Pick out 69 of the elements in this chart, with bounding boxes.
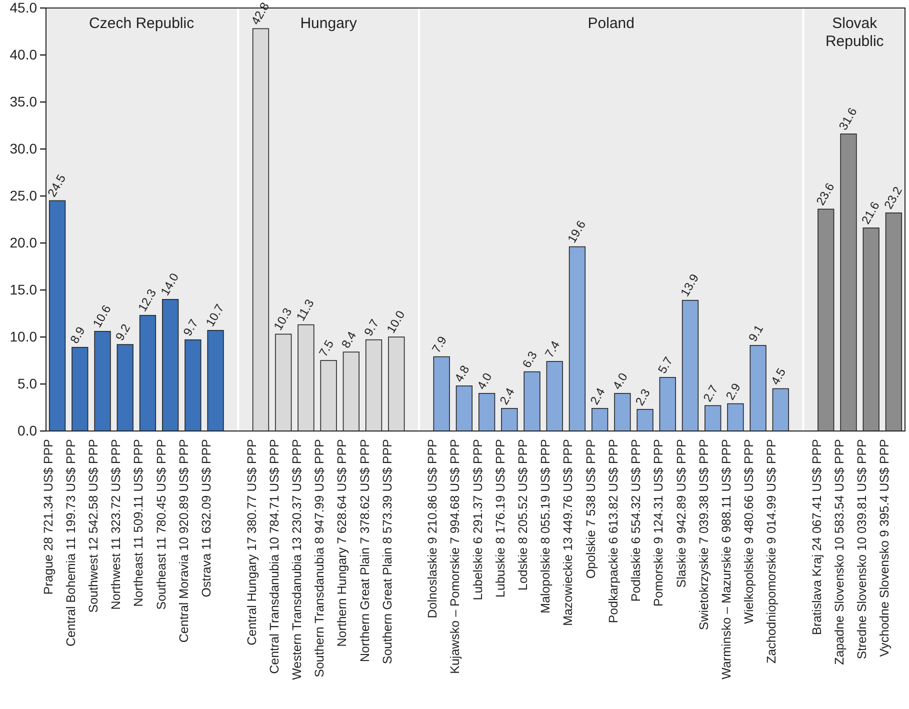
- x-tick-label: Lubuskie 8 176.19 US$ PPP: [493, 439, 508, 598]
- x-tick-label: Lubelskie 6 291.37 US$ PPP: [470, 439, 485, 600]
- data-label: 9.2: [112, 321, 134, 344]
- x-tick-label: Zachodniopomorskie 9 014.99 US$ PPP: [764, 439, 779, 664]
- data-label: 4.8: [452, 362, 472, 384]
- x-tick-label: Ostrava 11 632.09 US$ PPP: [200, 439, 214, 598]
- x-tick-label: Podkarpackie 6 613.82 US$ PPP: [606, 439, 620, 624]
- data-label: 2.4: [496, 385, 518, 407]
- data-label: 9.1: [746, 322, 766, 344]
- x-tick-label: Swietokrzyskie 7 039.38 US$ PPP: [696, 439, 711, 630]
- data-label: 6.3: [519, 348, 540, 370]
- x-tick-label: Central Moravia 10 920.89 US$ PPP: [176, 439, 191, 643]
- x-tick-label: Slaskie 9 942.89 US$ PPP: [674, 439, 688, 588]
- x-tick-label: Wielkopolskie 9 480.66 US$ PPP: [742, 439, 756, 624]
- x-tick-label: Prague 28 721.34 US$ PPP: [41, 439, 56, 595]
- x-tick-label: Mazowieckie 13 449.76 US$ PPP: [561, 439, 576, 626]
- data-label: 7.5: [316, 337, 337, 359]
- y-tick-label: 0.0: [18, 422, 38, 438]
- x-tick-label: Southern Great Plain 8 573.39 US$ PPP: [380, 439, 394, 664]
- x-tick-label: Central Bohemia 11 199.73 US$ PPP: [64, 439, 78, 647]
- x-tick-label: Kujawsko – Pomorskie 7 994.68 US$ PPP: [448, 439, 462, 674]
- x-tick-label: Malopolskie 8 055.19 US$ PPP: [538, 439, 553, 614]
- x-tick-label: Southwest 12 542.58 US$ PPP: [86, 439, 101, 613]
- x-tick-label: Warminsko – Mazurskie 6 988.11 US$ PPP: [719, 439, 734, 680]
- x-tick-label: Northern Great Plain 7 378.62 US$ PPP: [358, 439, 372, 662]
- x-tick-label: Southern Transdanubia 8 947.99 US$ PPP: [312, 439, 327, 678]
- y-tick-label: 40.0: [10, 46, 38, 62]
- y-tick-label: 5.0: [18, 375, 38, 392]
- y-tick-label: 25.0: [10, 187, 38, 204]
- x-tick-label: Pomorskie 9 124.31 US$ PPP: [652, 439, 666, 606]
- data-label: 4.0: [474, 370, 495, 392]
- x-tick-label: Northeast 11 509.11 US$ PPP: [132, 439, 146, 607]
- x-tick-label: Southeast 11 780.45 US$ PPP: [154, 439, 168, 610]
- y-tick-label: 15.0: [10, 281, 38, 298]
- x-tick-label: Stredne Slovensko 10 039.81 US$ PPP: [855, 439, 870, 660]
- x-tick-label: Zapadne Slovensko 10 583.54 US$ PPP: [832, 439, 846, 665]
- y-tick-label: 10.0: [10, 328, 38, 344]
- x-tick-label: Dolnoslaskie 9 210.86 US$ PPP: [426, 439, 440, 618]
- x-tick-label: Podlaskie 6 554.32 US$ PPP: [629, 439, 644, 602]
- x-tick-label: Northwest 11 323.72 US$ PPP: [109, 439, 124, 610]
- x-tick-label: Vychodne Slovensko 9 395.4 US$ PPP: [878, 439, 892, 657]
- x-tick-label: Northern Hungary 7 628.64 US$ PPP: [335, 439, 350, 647]
- data-label: 2.3: [632, 386, 654, 408]
- data-label: 2.7: [700, 382, 721, 404]
- data-label: 9.7: [180, 316, 202, 338]
- y-tick-label: 35.0: [10, 93, 38, 110]
- annotation: Czech Republic: [89, 15, 195, 32]
- data-label: 7.9: [429, 334, 450, 356]
- x-tick-label: Central Transdanubia 10 784.71 US$ PPP: [267, 439, 282, 674]
- data-label: 8.9: [67, 324, 88, 346]
- x-tick-label: Western Transdanubia 13 230.37 US$ PPP: [290, 439, 304, 680]
- x-tick-label: Lodskie 8 205.52 US$ PPP: [516, 439, 530, 590]
- data-label: 4.0: [610, 370, 631, 392]
- y-tick-label: 45.0: [10, 0, 38, 16]
- data-label: 5.7: [655, 354, 676, 376]
- data-label: 8.4: [338, 328, 360, 351]
- data-label: 2.9: [722, 380, 744, 402]
- annotation: Slovak Republic: [825, 15, 884, 50]
- data-label: 7.4: [542, 338, 563, 360]
- x-tick-label: Bratislava Kraj 24 067.41 US$ PPP: [810, 439, 824, 635]
- annotation: Poland: [588, 15, 634, 32]
- x-tick-label: Opolskie 7 538 US$ PPP: [584, 439, 598, 579]
- y-tick-label: 20.0: [10, 234, 38, 250]
- data-label: 2.4: [587, 385, 608, 407]
- annotation: Hungary: [300, 15, 358, 32]
- data-label: 9.7: [361, 316, 382, 338]
- data-label: 4.5: [768, 365, 789, 388]
- x-tick-label: Central Hungary 17 380.77 US$ PPP: [244, 439, 259, 646]
- y-tick-label: 30.0: [10, 140, 38, 156]
